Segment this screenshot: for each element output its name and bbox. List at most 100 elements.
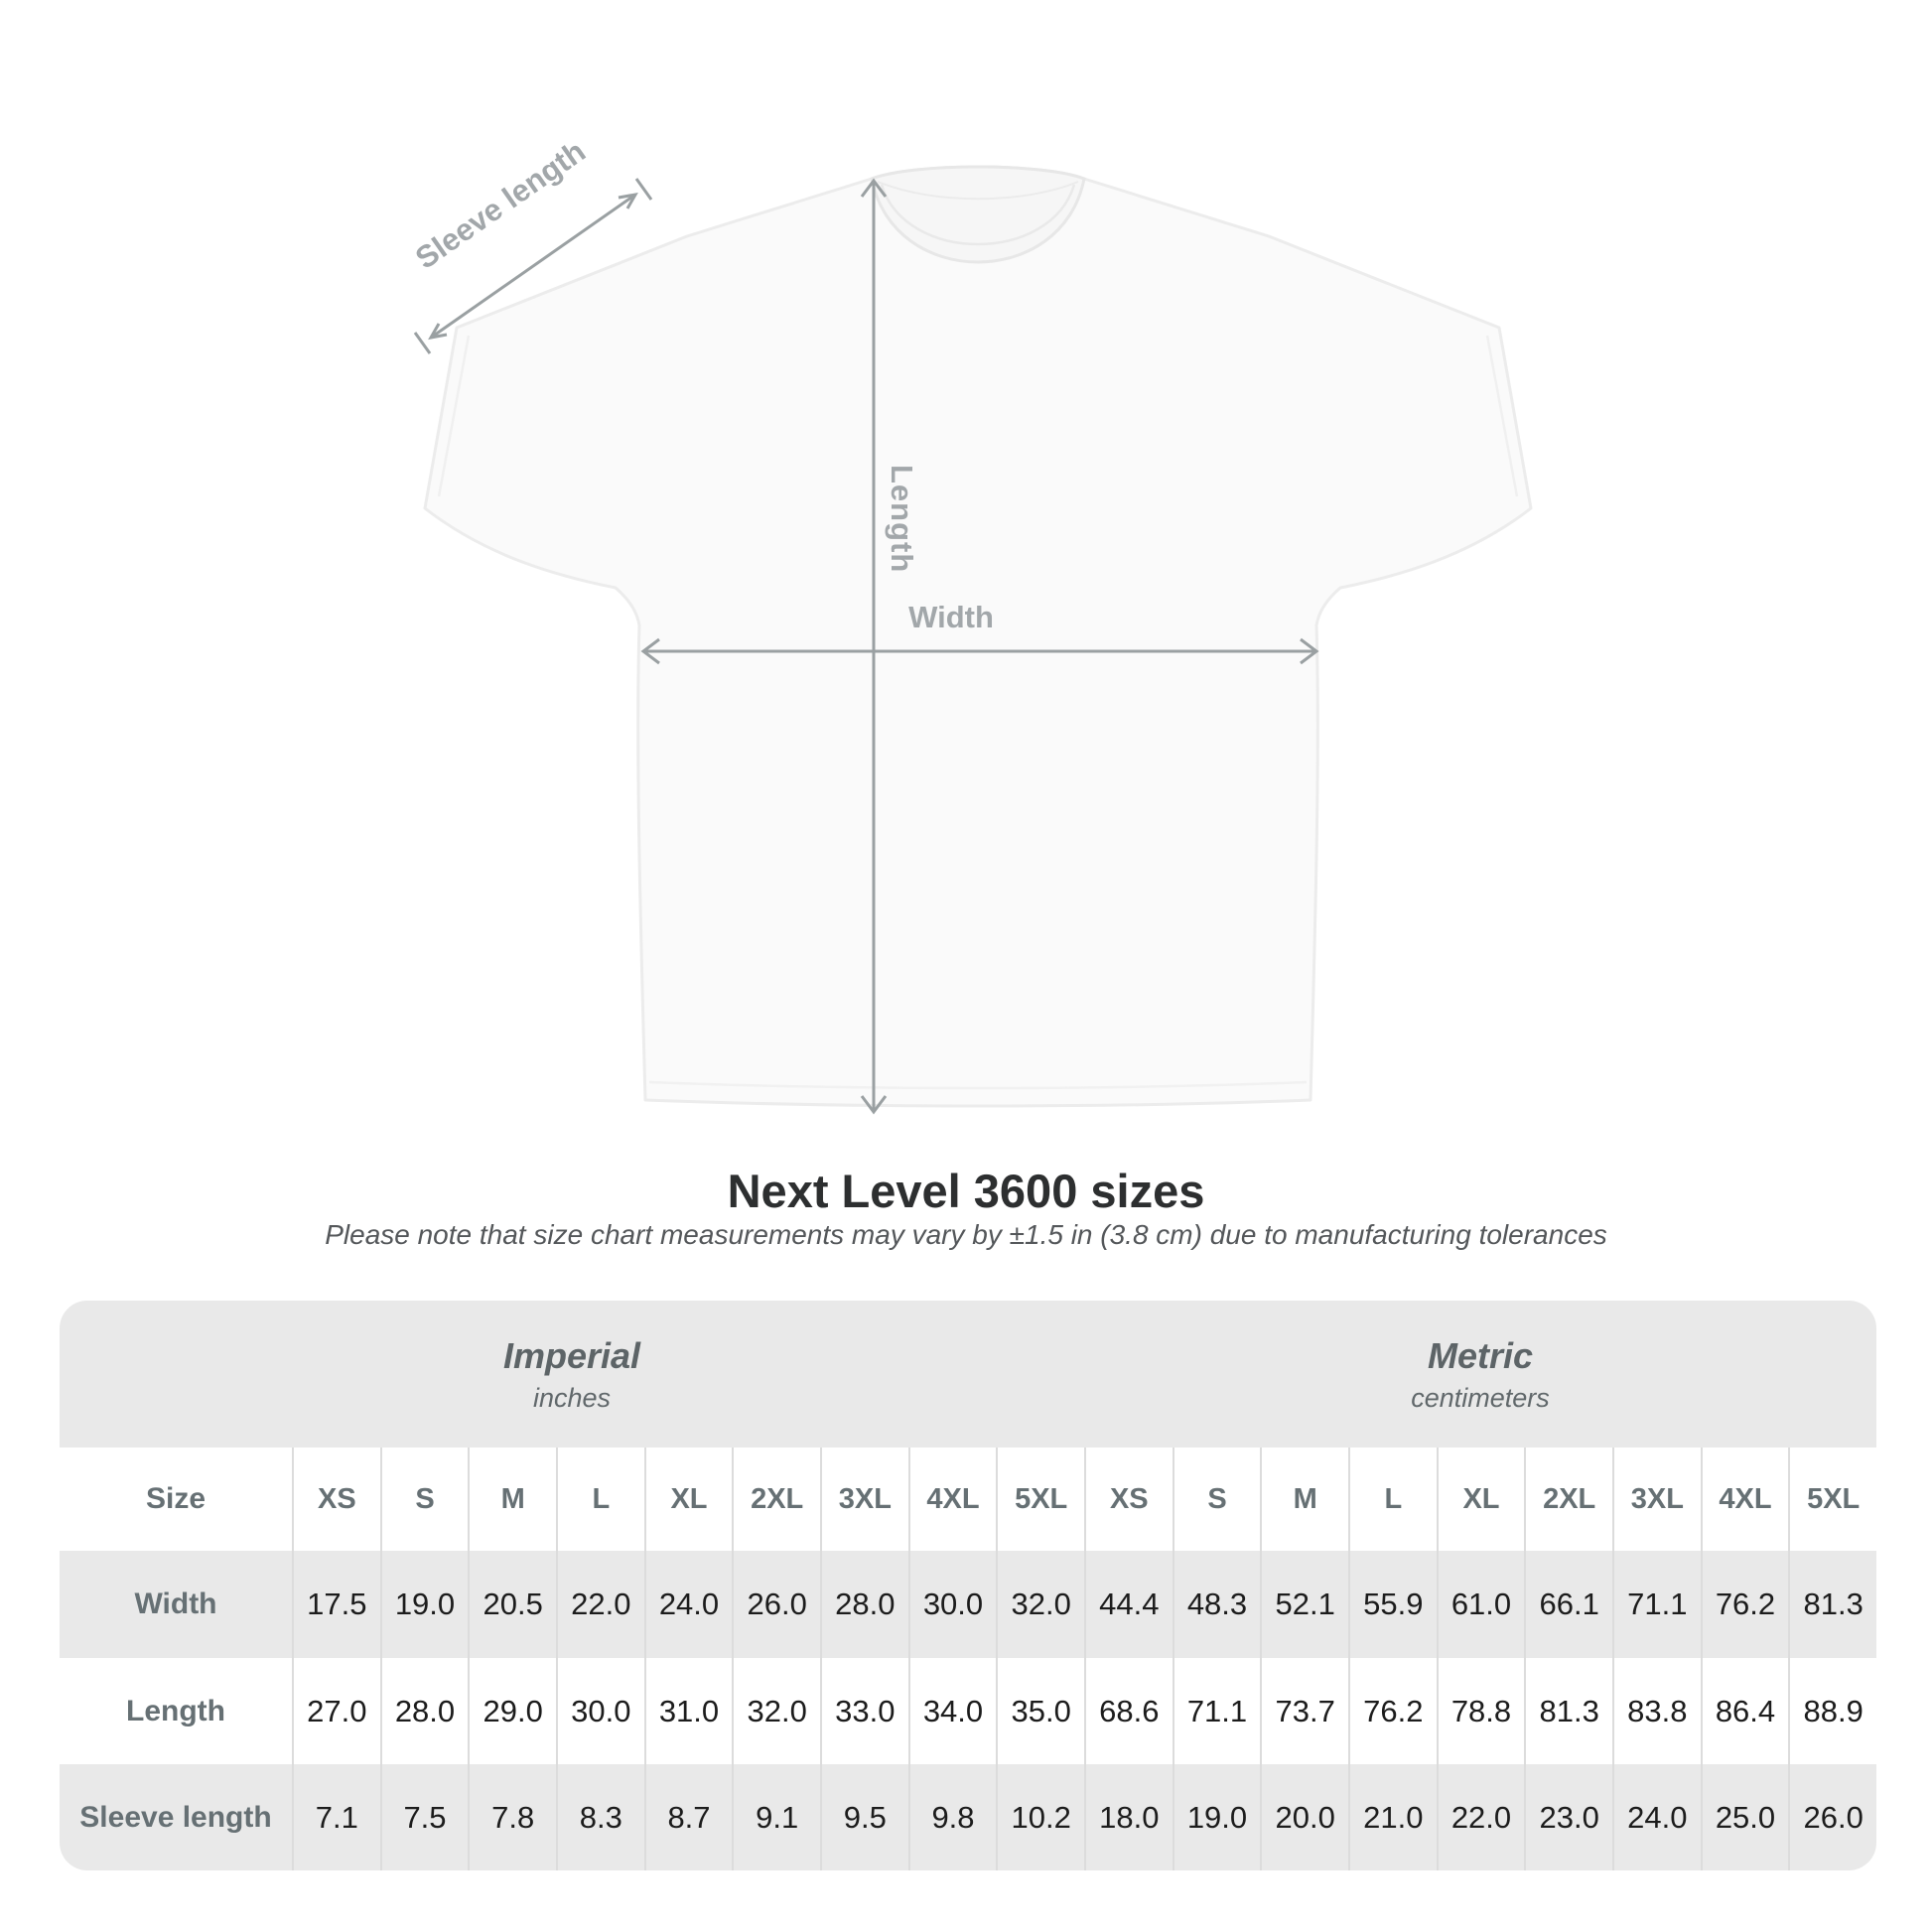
value-cell-metric: 81.3: [1524, 1658, 1612, 1764]
value-cell-metric: 20.0: [1260, 1764, 1348, 1870]
value-cell-metric: 19.0: [1172, 1764, 1261, 1870]
value-cell-imperial: 30.0: [555, 1658, 644, 1764]
size-header-metric: 2XL: [1524, 1448, 1612, 1551]
page-subtitle: Please note that size chart measurements…: [325, 1219, 1607, 1250]
tshirt-right-cuff-seam: [1485, 335, 1519, 497]
value-cell-metric: 66.1: [1524, 1551, 1612, 1658]
imperial-group-unit: inches: [532, 1382, 612, 1413]
sleeve-length-arrow: [413, 178, 653, 354]
value-cell-metric: 52.1: [1260, 1551, 1348, 1658]
value-cell-imperial: 24.0: [643, 1551, 733, 1658]
value-cell-metric: 26.0: [1788, 1764, 1876, 1870]
value-cell-imperial: 30.0: [907, 1551, 997, 1658]
value-cell-imperial: 34.0: [907, 1658, 997, 1764]
size-table-background: [60, 1301, 1876, 1870]
value-cell-imperial: 10.2: [996, 1764, 1084, 1870]
value-cell-metric: 81.3: [1788, 1551, 1876, 1658]
tshirt-hem-seam: [648, 1080, 1308, 1090]
value-cell-imperial: 9.8: [907, 1764, 997, 1870]
value-cell-metric: 71.1: [1611, 1551, 1701, 1658]
size-header-metric: XS: [1083, 1448, 1173, 1551]
value-cell-imperial: 9.1: [732, 1764, 820, 1870]
size-header-metric: 5XL: [1788, 1448, 1876, 1551]
row-label: Width: [134, 1587, 217, 1620]
value-cell-metric: 76.2: [1700, 1551, 1789, 1658]
value-cell-imperial: 33.0: [819, 1658, 908, 1764]
value-cell-imperial: 9.5: [819, 1764, 908, 1870]
size-header-imperial: M: [468, 1448, 556, 1551]
value-cell-imperial: 20.5: [468, 1551, 556, 1658]
value-cell-metric: 68.6: [1083, 1658, 1173, 1764]
value-cell-imperial: 26.0: [732, 1551, 820, 1658]
size-header-imperial: L: [555, 1448, 644, 1551]
value-cell-metric: 44.4: [1083, 1551, 1173, 1658]
size-header-imperial: 5XL: [996, 1448, 1084, 1551]
size-header-imperial: XS: [292, 1448, 380, 1551]
tshirt-collar-inner-line: [880, 184, 1076, 246]
value-cell-imperial: 8.7: [643, 1764, 733, 1870]
value-cell-imperial: 19.0: [379, 1551, 469, 1658]
value-cell-metric: 71.1: [1172, 1658, 1261, 1764]
width-diagram-label: Width: [908, 600, 994, 634]
tshirt-left-cuff-seam: [437, 335, 471, 497]
page-title: Next Level 3600 sizes: [727, 1165, 1205, 1217]
tshirt-collar: [870, 165, 1086, 264]
value-cell-metric: 86.4: [1700, 1658, 1789, 1764]
metric-group-unit: centimeters: [1411, 1382, 1550, 1413]
size-header-imperial: XL: [643, 1448, 733, 1551]
tshirt-back-neck-line: [877, 181, 1079, 201]
size-header-metric: M: [1260, 1448, 1348, 1551]
value-cell-metric: 22.0: [1436, 1764, 1525, 1870]
value-cell-metric: 18.0: [1083, 1764, 1173, 1870]
row-label: Length: [126, 1694, 225, 1727]
width-arrow: [640, 637, 1319, 665]
row-label: Sleeve length: [79, 1800, 272, 1834]
value-cell-imperial: 27.0: [292, 1658, 380, 1764]
value-cell-imperial: 17.5: [292, 1551, 380, 1658]
metric-group-header: Metric centimeters: [1084, 1301, 1876, 1448]
value-cell-imperial: 28.0: [379, 1658, 469, 1764]
length-diagram-label: Length: [885, 465, 919, 574]
size-header-row-stripe: [0, 1448, 1932, 1551]
size-table: Imperial inches Metric centimeters Size X…: [60, 1301, 1876, 1870]
size-header-imperial: S: [379, 1448, 469, 1551]
metric-group-title: Metric: [1427, 1334, 1533, 1376]
size-header-metric: 4XL: [1700, 1448, 1789, 1551]
imperial-group-title: Imperial: [502, 1334, 641, 1376]
value-cell-metric: 25.0: [1700, 1764, 1789, 1870]
length-arrow: [860, 178, 888, 1115]
size-header-metric: XL: [1436, 1448, 1525, 1551]
value-cell-metric: 24.0: [1611, 1764, 1701, 1870]
size-header-metric: S: [1172, 1448, 1261, 1551]
value-cell-imperial: 7.1: [292, 1764, 380, 1870]
value-cell-metric: 78.8: [1436, 1658, 1525, 1764]
value-cell-metric: 48.3: [1172, 1551, 1261, 1658]
size-header-imperial: 2XL: [732, 1448, 820, 1551]
value-cell-imperial: 32.0: [996, 1551, 1084, 1658]
value-cell-metric: 88.9: [1788, 1658, 1876, 1764]
value-cell-imperial: 35.0: [996, 1658, 1084, 1764]
size-header-metric: L: [1347, 1448, 1437, 1551]
value-cell-metric: 73.7: [1260, 1658, 1348, 1764]
size-header-imperial: 4XL: [907, 1448, 997, 1551]
value-cell-imperial: 28.0: [819, 1551, 908, 1658]
size-header-imperial: 3XL: [819, 1448, 908, 1551]
tshirt-body: [423, 165, 1533, 1108]
size-header-metric: 3XL: [1611, 1448, 1701, 1551]
value-cell-metric: 83.8: [1611, 1658, 1701, 1764]
value-cell-imperial: 29.0: [468, 1658, 556, 1764]
length-row-stripe: [0, 1658, 1932, 1764]
value-cell-metric: 21.0: [1347, 1764, 1437, 1870]
value-cell-metric: 61.0: [1436, 1551, 1525, 1658]
imperial-group-header: Imperial inches: [60, 1301, 1084, 1448]
size-column-header: Size: [145, 1482, 207, 1515]
value-cell-metric: 23.0: [1524, 1764, 1612, 1870]
value-cell-imperial: 7.8: [468, 1764, 556, 1870]
value-cell-metric: 76.2: [1347, 1658, 1437, 1764]
value-cell-imperial: 7.5: [379, 1764, 469, 1870]
value-cell-metric: 55.9: [1347, 1551, 1437, 1658]
value-cell-imperial: 8.3: [555, 1764, 644, 1870]
value-cell-imperial: 32.0: [732, 1658, 820, 1764]
